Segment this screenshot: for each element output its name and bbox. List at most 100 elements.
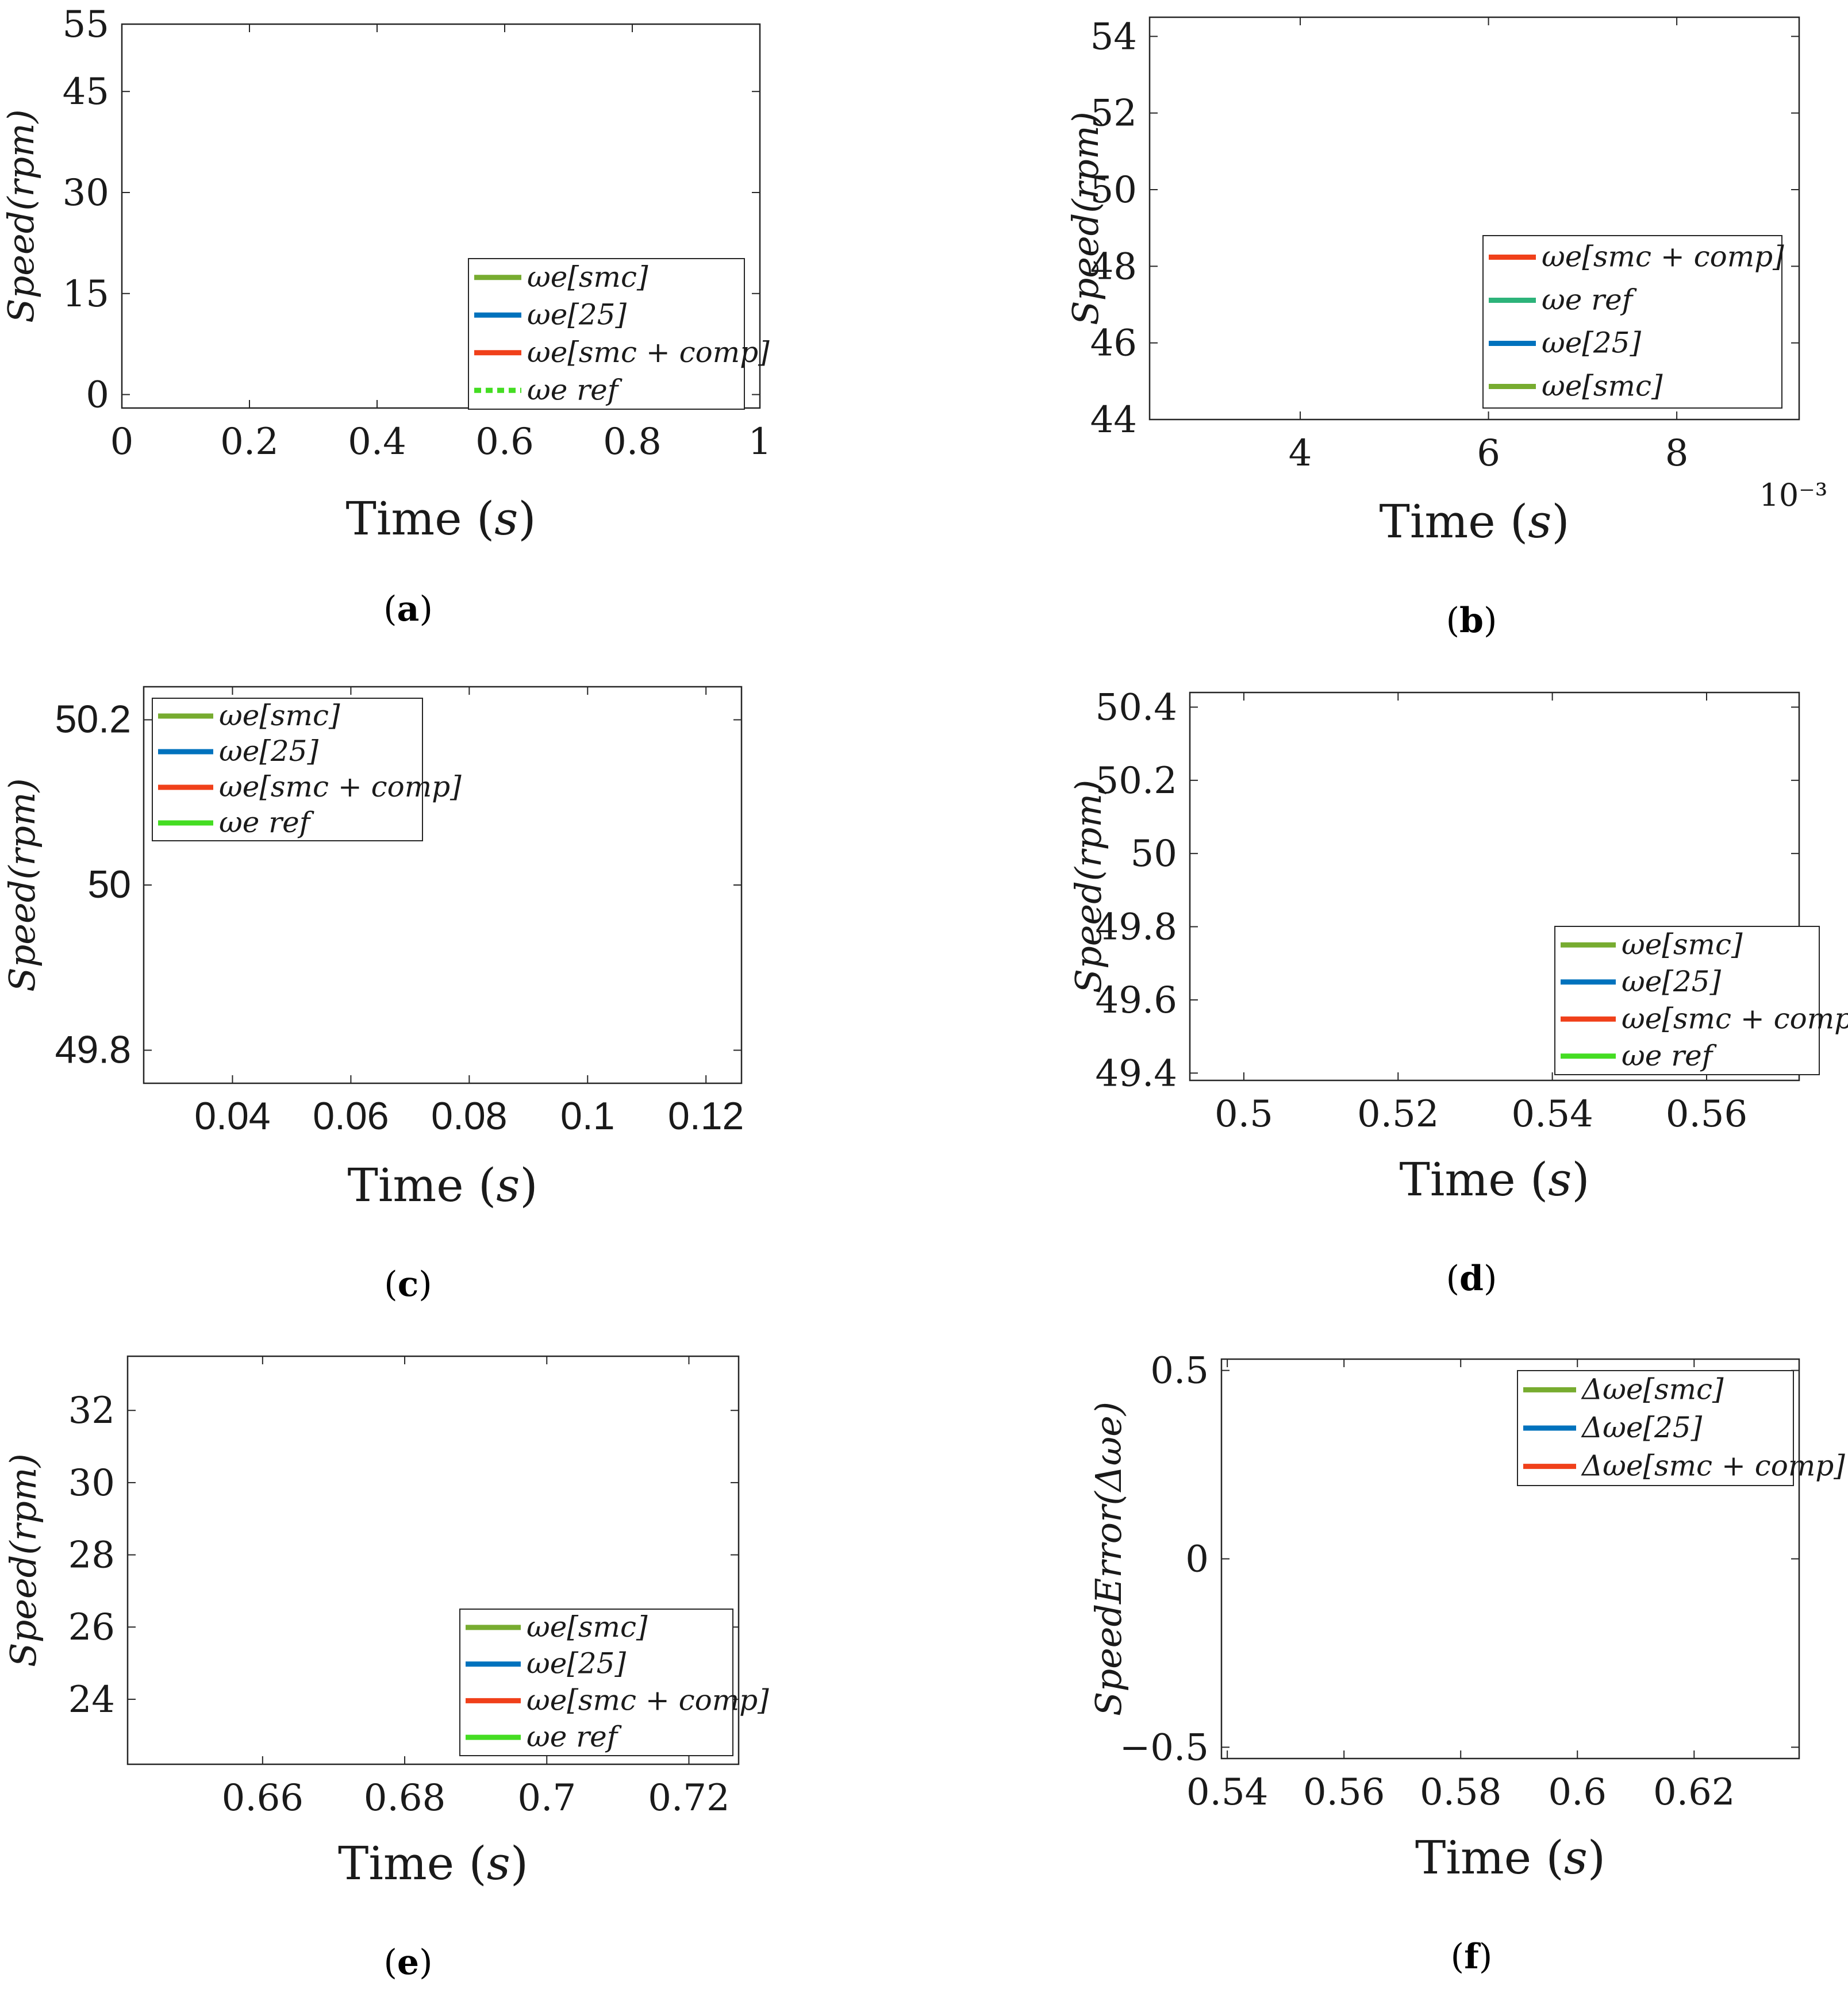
x-tick-label: 0.5	[1215, 1093, 1273, 1136]
legend: ωe[smc]ωe[25]ωe[smc + comp]ωe ref	[459, 1609, 769, 1756]
y-tick-label: 49.8	[1096, 906, 1178, 949]
y-axis-label: Speed(rpm)	[1, 778, 43, 992]
caption-a: (a)	[383, 589, 433, 629]
legend-box	[1482, 235, 1782, 409]
x-tick-label: 0.2	[220, 421, 279, 463]
x-label-part: )	[510, 1837, 528, 1890]
x-axis-label: Time (s)	[338, 1837, 528, 1890]
panel-d: 0.5 0.52 0.54 0.56 49.4 49.6 49.8 50 50.2 50.4 Tim…	[1067, 686, 1848, 1206]
caption-f: (f)	[1451, 1937, 1493, 1977]
legend-entry: ωe[smc + comp]	[527, 1683, 769, 1717]
y-tick-label: 30	[63, 172, 109, 214]
x-tick-label: 6	[1477, 432, 1500, 475]
legend: ωe[smc] ωe[25] ωe[smc + comp] ωe ref	[1554, 926, 1848, 1075]
y-tick-label: 50.2	[55, 698, 131, 741]
legend-entry: ωe[25]	[527, 1647, 626, 1680]
y-tick-label: 48	[1090, 245, 1137, 288]
y-tick-label: 15	[63, 273, 109, 316]
x-label-part: )	[518, 492, 536, 545]
panel-a: 0 0.2 0.4 0.6 0.8 1 0 15 30 45 55 Time (s) Speed(rpm…	[0, 3, 771, 545]
y-tick-label: 50.4	[1096, 686, 1178, 729]
panel-c: 0.04 0.06 0.08 0.1 0.12 49.8 50 50.2 Time (s) Spe…	[1, 686, 744, 1212]
x-label-part: Time (	[345, 492, 494, 545]
y-tick-label: 50.2	[1096, 760, 1178, 802]
y-tick-label: 32	[68, 1390, 115, 1432]
panel-e: 0.66 0.68 0.7 0.72 24 26 28 30 32 Time (s) Speed(r…	[2, 1355, 769, 1890]
caption-e: (e)	[383, 1942, 432, 1983]
legend-entry: Δωe[smc]	[1581, 1372, 1724, 1406]
caption-b: (b)	[1446, 601, 1497, 641]
y-tick-label: 49.4	[1096, 1052, 1178, 1095]
x-label-part: s	[1564, 1831, 1588, 1884]
y-axis-label: Speed(rpm)	[0, 109, 42, 323]
x-axis-label: Time (s)	[1415, 1831, 1605, 1884]
x-tick-label: 0.04	[194, 1094, 270, 1138]
legend-entry: ωe[25]	[1622, 965, 1721, 998]
x-tick-label: 0.52	[1357, 1093, 1439, 1136]
legend: ωe[smc]ωe[25]ωe[smc + comp]ωe ref	[152, 698, 462, 841]
x-tick-label: 0.56	[1303, 1771, 1385, 1814]
x-tick-label: 1	[748, 421, 772, 463]
x-tick-label: 0.1	[560, 1094, 615, 1138]
x-tick-label: 0.56	[1666, 1093, 1748, 1136]
legend-entry: ωe[smc + comp]	[219, 770, 462, 803]
legend-entry: ωe ref	[527, 373, 623, 406]
x-axis-label: Time (s)	[1399, 1153, 1589, 1206]
x-tick-label: 0.6	[475, 421, 534, 463]
legend-entry: ωe ref	[1542, 283, 1637, 317]
x-tick-label: 0.54	[1186, 1771, 1269, 1814]
caption-c: (c)	[384, 1264, 432, 1305]
y-tick-label: 24	[68, 1679, 115, 1721]
legend-box	[152, 698, 423, 841]
legend-entry: ωe ref	[1622, 1039, 1717, 1072]
y-tick-label: 0	[1185, 1538, 1209, 1581]
x-tick-label: 0.58	[1420, 1771, 1502, 1814]
legend-entry: ωe ref	[219, 806, 314, 839]
x-label-part: s	[487, 1837, 510, 1890]
y-tick-label: 54	[1090, 16, 1137, 58]
x-label-part: s	[1528, 495, 1551, 548]
x-tick-label: 8	[1665, 432, 1689, 475]
x-tick-label: 0.08	[431, 1094, 507, 1138]
legend-entry: ωe ref	[527, 1720, 622, 1753]
x-tick-label: 4	[1289, 432, 1312, 475]
y-tick-label: 49.8	[55, 1028, 131, 1072]
legend-entry: ωe[25]	[1542, 326, 1641, 360]
y-tick-label: 45	[63, 71, 109, 113]
x-label-part: )	[1572, 1153, 1589, 1206]
y-tick-label: 26	[68, 1606, 115, 1649]
y-tick-label: 0	[86, 374, 109, 417]
legend: ωe[smc]ωe[25]ωe[smc + comp]ωe ref	[468, 258, 770, 410]
legend-entry: ωe[smc]	[527, 1610, 648, 1644]
legend: Δωe[smc] Δωe[25] Δωe[smc + comp]	[1517, 1370, 1845, 1486]
x-tick-label: 0.66	[222, 1777, 304, 1819]
x-label-part: s	[1548, 1153, 1572, 1206]
y-tick-label: 50	[1131, 833, 1177, 875]
legend-entry: ωe[smc]	[527, 260, 648, 294]
legend-entry: ωe[25]	[219, 734, 318, 768]
x-tick-label: 0.54	[1511, 1093, 1593, 1136]
y-tick-label: 0.5	[1150, 1350, 1209, 1392]
x-tick-label: 0.7	[517, 1777, 576, 1819]
legend-entry: ωe[smc + comp]	[1542, 240, 1784, 274]
x-axis-label: Time (s)	[347, 1159, 537, 1212]
legend-entry: ωe[smc]	[1622, 928, 1743, 961]
legend-entry: Δωe[smc + comp]	[1581, 1449, 1845, 1483]
x-label-part: Time (	[338, 1837, 487, 1890]
y-tick-label: 28	[68, 1534, 115, 1577]
x-label-part: s	[496, 1159, 520, 1212]
legend-box	[459, 1609, 733, 1756]
legend-entry: ωe[smc + comp]	[1622, 1002, 1848, 1035]
y-axis-label: Speed(rpm)	[2, 1453, 44, 1667]
legend-box	[468, 258, 745, 410]
x-tick-label: 0.6	[1548, 1771, 1607, 1814]
legend-entry: Δωe[25]	[1581, 1411, 1703, 1444]
legend-box	[1554, 926, 1820, 1075]
y-tick-label: 46	[1090, 322, 1137, 365]
x-tick-label: 0.68	[364, 1777, 446, 1819]
x-tick-label: 0.4	[348, 421, 406, 463]
x-label-part: )	[1588, 1831, 1605, 1884]
x-tick-label: 0	[110, 421, 134, 463]
x-tick-label: 0.06	[313, 1094, 389, 1138]
